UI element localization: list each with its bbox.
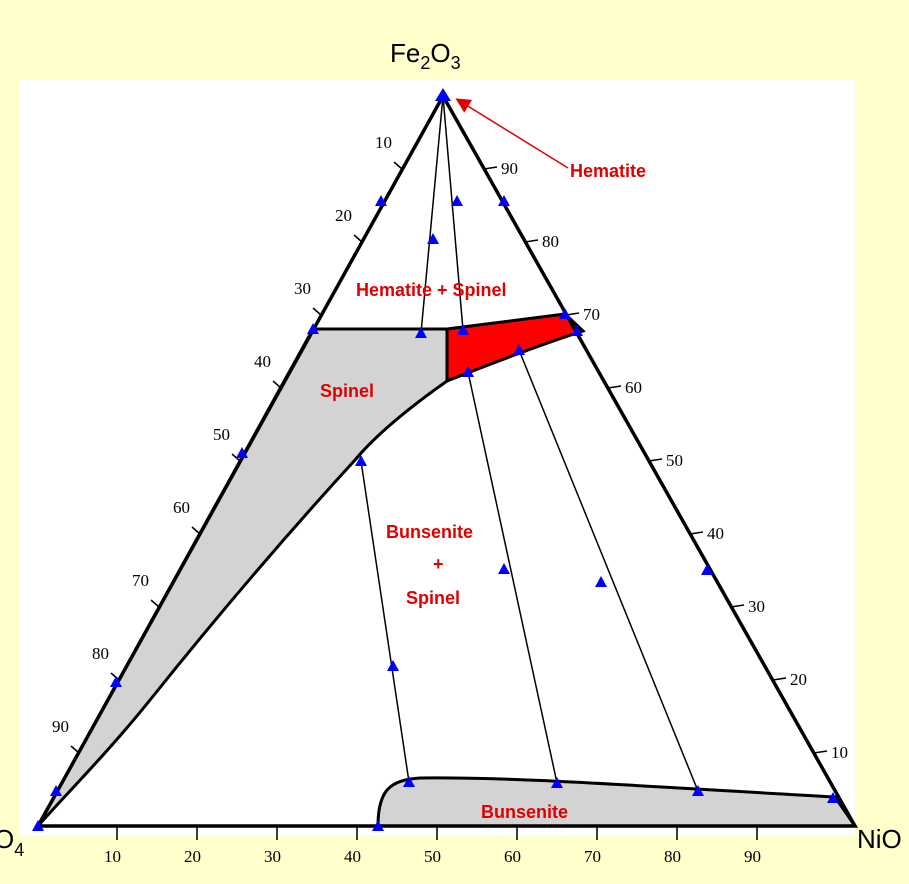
tick-label-right: 20 [790,670,807,689]
label-bunsenite-spinel-2: + [433,554,444,574]
tick-label-right: 80 [542,232,559,251]
marker-point [110,676,122,687]
marker-point [692,785,704,796]
marker-point [551,777,563,788]
marker-point [236,447,248,458]
marker-point [451,195,463,206]
label-hematite-spinel: Hematite + Spinel [356,280,507,300]
marker-point [375,195,387,206]
label-hematite: Hematite [570,161,646,181]
tick-marks [70,161,828,840]
marker-point [307,323,319,334]
marker-point [372,820,384,831]
tick-label-right: 50 [666,451,683,470]
tick-label-left: 90 [52,717,69,736]
marker-point [513,344,525,355]
spinel-region [36,327,449,827]
hematite-arrow [455,98,569,169]
tick-label-right: 10 [831,743,848,762]
marker-point [462,366,474,377]
tick-label-bottom: 70 [584,847,601,866]
data-markers [32,88,839,831]
tick-label-bottom: 30 [264,847,281,866]
vertex-label-right: NiO [857,824,902,854]
vertex-label-left: O4 [0,824,24,860]
label-bunsenite-spinel-1: Bunsenite [386,522,473,542]
plot-area [20,80,855,835]
marker-point [355,455,367,466]
left-tick-labels: 10 20 30 40 50 60 70 80 90 [52,133,392,736]
marker-point [403,776,415,787]
marker-point [457,324,469,335]
marker-point [32,820,44,831]
tick-label-bottom: 40 [344,847,361,866]
tick-label-left: 60 [173,498,190,517]
tick-label-left: 40 [254,352,271,371]
tick-label-bottom: 10 [104,847,121,866]
marker-point [701,564,713,575]
tie-lines [360,95,699,792]
tick-label-right: 40 [707,524,724,543]
tick-label-left: 70 [132,571,149,590]
marker-point [498,563,510,574]
marker-point [571,325,583,336]
tick-label-bottom: 20 [184,847,201,866]
marker-point [559,308,571,319]
tick-label-left: 50 [213,425,230,444]
tick-label-right: 90 [501,159,518,178]
tick-label-right: 30 [748,597,765,616]
tick-label-left: 30 [294,279,311,298]
right-tick-labels: 90 80 70 60 50 40 30 20 10 [501,159,848,762]
three-phase-region [445,312,586,384]
marker-point [50,785,62,796]
tick-label-bottom: 80 [664,847,681,866]
tick-label-bottom: 50 [424,847,441,866]
vertex-label-top: Fe2O3 [390,38,461,73]
tick-label-right: 60 [625,378,642,397]
marker-point [427,233,439,244]
marker-point [827,792,839,803]
label-bunsenite: Bunsenite [481,802,568,822]
tick-label-left: 10 [375,133,392,152]
marker-point [415,327,427,338]
marker-point [595,576,607,587]
label-bunsenite-spinel-3: Spinel [406,588,460,608]
tick-label-bottom: 90 [744,847,761,866]
bottom-tick-labels: 10 20 30 40 50 60 70 80 90 [104,847,761,866]
bunsenite-region [376,776,858,828]
tick-label-right: 70 [583,305,600,324]
tick-label-left: 80 [92,644,109,663]
marker-point [435,88,451,101]
tick-label-bottom: 60 [504,847,521,866]
label-spinel: Spinel [320,381,374,401]
tick-label-left: 20 [335,206,352,225]
marker-point [498,195,510,206]
marker-point [387,660,399,671]
